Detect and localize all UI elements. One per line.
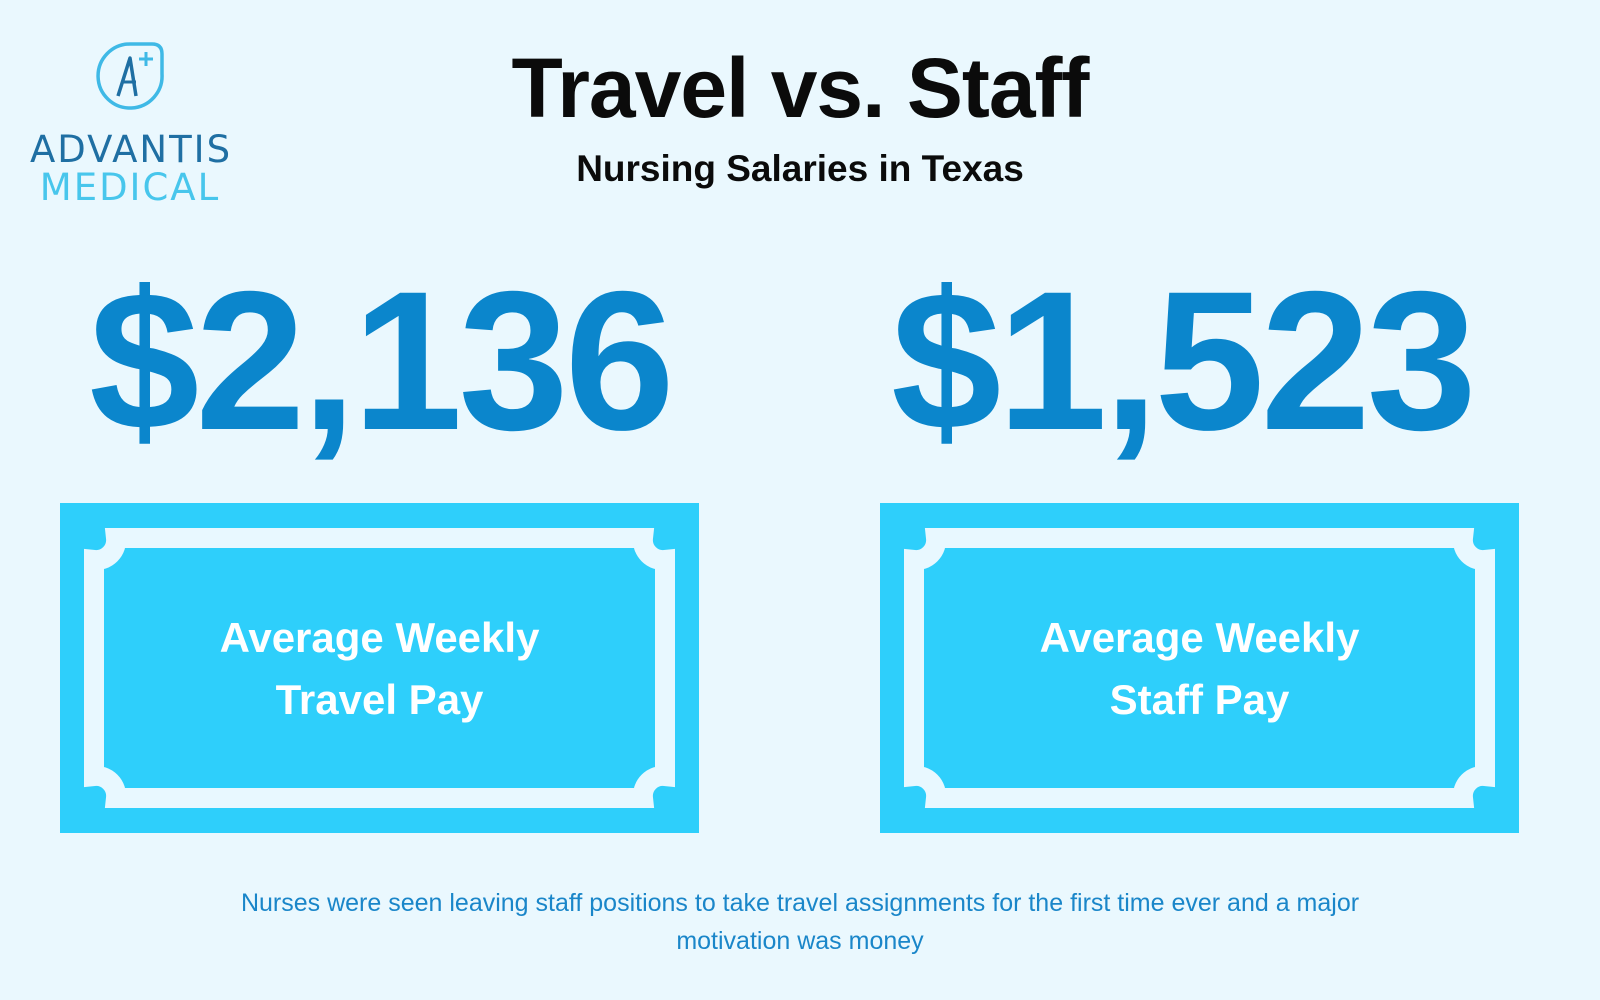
advantis-medical-logo: ADVANTIS MEDICAL (30, 38, 233, 209)
page-title: Travel vs. Staff (511, 41, 1090, 135)
ticket-frame-icon (904, 528, 1495, 808)
staff-pay-amount: $1,523 (891, 250, 1477, 471)
staff-pay-label: Average Weekly Staff Pay (880, 607, 1519, 731)
logo-text-advantis: ADVANTIS (30, 128, 233, 171)
staff-pay-card: Average Weekly Staff Pay (880, 503, 1519, 833)
travel-pay-amount: $2,136 (89, 250, 675, 471)
travel-pay-label-line2: Travel Pay (275, 676, 484, 723)
travel-pay-card: Average Weekly Travel Pay (60, 503, 699, 833)
ticket-frame-icon (84, 528, 675, 808)
page-subtitle: Nursing Salaries in Texas (576, 148, 1024, 189)
staff-pay-label-line1: Average Weekly (1039, 614, 1360, 661)
staff-pay-label-line2: Staff Pay (1109, 676, 1290, 723)
travel-pay-label: Average Weekly Travel Pay (60, 607, 699, 731)
footnote-line2: motivation was money (676, 927, 924, 955)
travel-pay-label-line1: Average Weekly (219, 614, 540, 661)
footnote-line1: Nurses were seen leaving staff positions… (240, 889, 1360, 917)
footnote: Nurses were seen leaving staff positions… (140, 884, 1460, 960)
logo-text-medical: MEDICAL (39, 166, 221, 209)
logo-mark-icon (96, 42, 164, 110)
